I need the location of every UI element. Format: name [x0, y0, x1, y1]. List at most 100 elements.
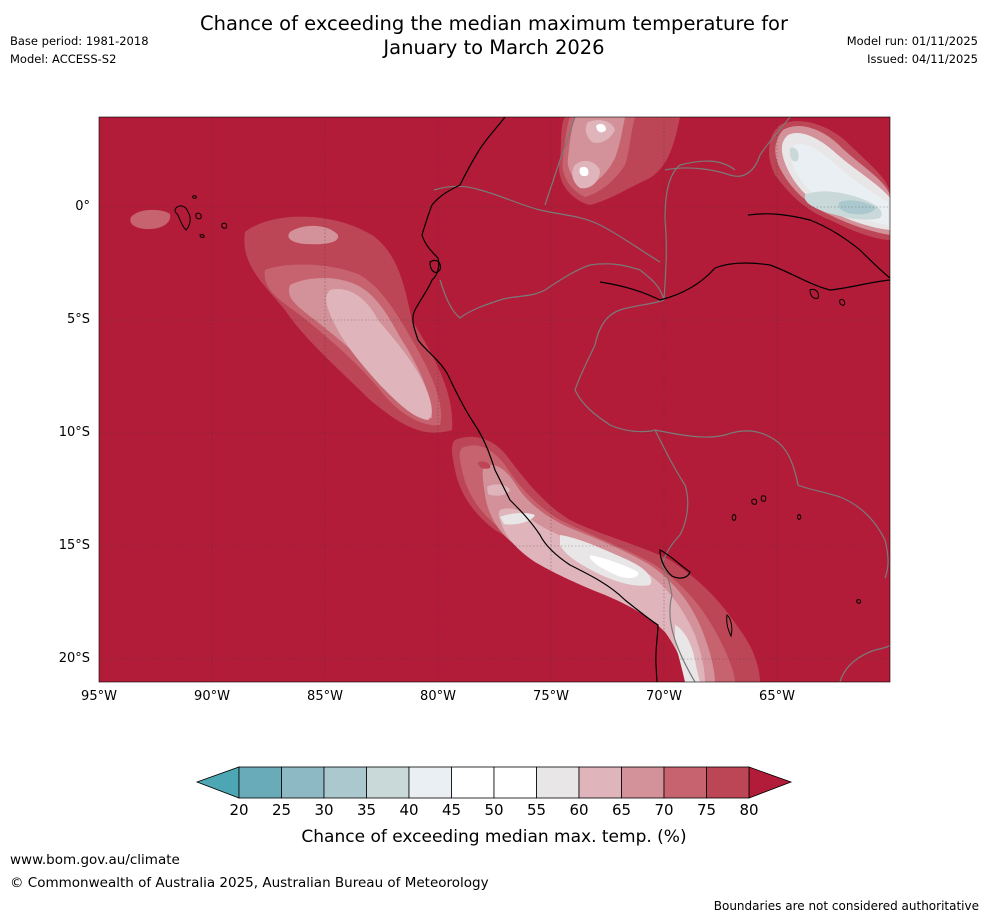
- map-area: [99, 117, 890, 682]
- lat-label-5s: 5°S: [66, 312, 90, 327]
- coastline-amazon-river: [599, 262, 890, 301]
- colorbar-segment: [663, 766, 707, 799]
- lon-label-95w: 95°W: [81, 689, 117, 704]
- colorbar-segment: [323, 766, 367, 799]
- contour-colombia-50b: [579, 166, 589, 177]
- coastline-west: [412, 117, 659, 682]
- coastlines: [412, 117, 890, 682]
- border-colombia-ecuador: [433, 185, 661, 263]
- contour-coast-spot-75: [478, 461, 491, 469]
- lon-label-80w: 80°W: [420, 689, 456, 704]
- colorbar-segment: [366, 766, 410, 799]
- contour-altiplano-55: [675, 625, 700, 682]
- inland-lakes: [726, 289, 862, 638]
- colorbar-segment: [706, 766, 750, 799]
- lon-label-75w: 75°W: [533, 689, 569, 704]
- contour-pacific-north-65: [288, 225, 339, 245]
- border-paraguay: [839, 644, 890, 682]
- colorbar-segment: [451, 766, 495, 799]
- contour-coast-island-60b: [500, 512, 535, 525]
- map-title: Chance of exceeding the median maximum t…: [0, 12, 988, 60]
- lat-label-0: 0°: [75, 199, 90, 214]
- lat-label-10s: 10°S: [58, 425, 90, 440]
- colorbar-over-triangle: [748, 766, 793, 799]
- contour-coast-60: [498, 508, 705, 682]
- border-colombia-venezuela: [544, 117, 576, 206]
- colorbar-tick-label: 40: [399, 801, 419, 819]
- contour-galapagos-75: [130, 209, 171, 230]
- border-peru-bolivia: [654, 429, 689, 596]
- colorbar-segment: [621, 766, 665, 799]
- lake-1: [751, 498, 758, 505]
- colorbar-tick-label: 70: [654, 801, 674, 819]
- coastline-north-brazil: [747, 213, 890, 279]
- contour-colombia-50: [596, 123, 606, 133]
- river-amazon-islands: [809, 289, 846, 306]
- disclaimer-text: Boundaries are not considered authoritat…: [713, 899, 979, 913]
- border-venezuela-brazil: [664, 117, 791, 177]
- contour-pacific-60: [326, 289, 432, 420]
- lat-label-20s: 20°S: [58, 651, 90, 666]
- map-background: [99, 117, 890, 682]
- lake-6: [726, 614, 733, 638]
- colorbar-tick-label: 35: [356, 801, 377, 819]
- colorbar-segment: [238, 766, 282, 799]
- island-genovesa: [192, 195, 197, 199]
- country-borders: [433, 117, 890, 682]
- border-ecuador-peru: [439, 263, 641, 319]
- colorbar-title: Chance of exceeding median max. temp. (%…: [301, 827, 687, 847]
- coastline-guayaquil: [429, 259, 441, 273]
- colorbar-segment: [536, 766, 580, 799]
- border-colombia-brazil: [639, 160, 736, 301]
- website-link[interactable]: www.bom.gov.au/climate: [10, 852, 180, 868]
- colorbar-segment: [578, 766, 622, 799]
- coastline-lake-titicaca: [659, 549, 691, 579]
- colorbar-tick-label: 60: [569, 801, 589, 819]
- colorbar-tick-label: 65: [611, 801, 632, 819]
- meta-right: Model run: 01/11/2025 Issued: 04/11/2025: [847, 32, 978, 68]
- contour-brazil-north-40: [789, 147, 799, 162]
- title-line-1: Chance of exceeding the median maximum t…: [199, 12, 789, 35]
- contour-coast-50: [590, 555, 639, 579]
- colorbar-segment: [493, 766, 537, 799]
- colorbar-under-triangle: [195, 766, 240, 799]
- lon-label-90w: 90°W: [194, 689, 230, 704]
- colorbar-tick-label: 45: [441, 801, 462, 819]
- lat-label-15s: 15°S: [58, 538, 90, 553]
- colorbar-tick-label: 30: [314, 801, 334, 819]
- island-san-cristobal: [221, 222, 228, 229]
- lake-5: [856, 599, 862, 604]
- lake-2: [760, 495, 767, 502]
- graticule: [99, 117, 890, 682]
- colorbar-segment: [281, 766, 325, 799]
- colorbar-tick-label: 55: [526, 801, 547, 819]
- title-line-2: January to March 2026: [383, 36, 605, 59]
- lake-3: [731, 514, 737, 521]
- island-santa-cruz: [195, 212, 202, 220]
- model-name: Model: ACCESS-S2: [10, 52, 117, 66]
- contour-brazil-30: [838, 200, 876, 215]
- model-run: Model run: 01/11/2025: [846, 34, 978, 48]
- galapagos-islands: [174, 195, 228, 238]
- island-isabela: [174, 205, 191, 231]
- colorbar-tick-label: 75: [696, 801, 717, 819]
- issued-date: Issued: 04/11/2025: [867, 52, 978, 66]
- colorbar-tick-label: 20: [229, 801, 249, 819]
- border-peru-brazil: [574, 299, 665, 433]
- border-chile-bolivia: [669, 594, 696, 682]
- colorbar-tick-label: 25: [271, 801, 292, 819]
- colorbar-tick-label: 80: [739, 801, 759, 819]
- lon-label-85w: 85°W: [307, 689, 343, 704]
- lon-label-65w: 65°W: [759, 689, 795, 704]
- copyright-text: © Commonwealth of Australia 2025, Austra…: [10, 875, 489, 891]
- colorbar: [195, 766, 793, 799]
- map-frame: [98, 116, 891, 683]
- island-espanola: [199, 234, 205, 238]
- colorbar-tick-label: 50: [484, 801, 504, 819]
- lake-4: [797, 514, 802, 520]
- border-bolivia-brazil: [654, 429, 889, 579]
- colorbar-segment: [408, 766, 452, 799]
- base-period: Base period: 1981-2018: [10, 34, 149, 48]
- meta-left: Base period: 1981-2018 Model: ACCESS-S2: [10, 32, 149, 68]
